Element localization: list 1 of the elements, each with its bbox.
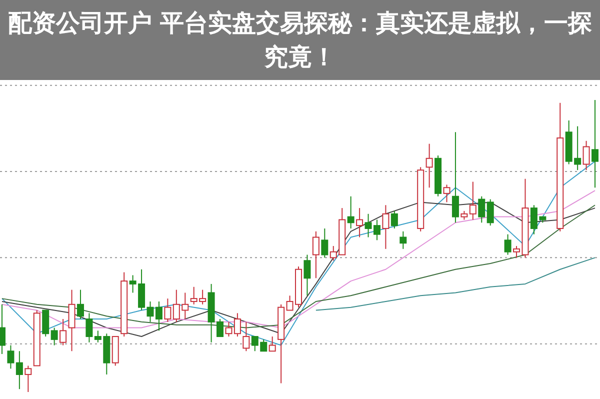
chart-title: 配资公司开户 平台实盘交易探秘：真实还是虚拟，一探究竟！ — [6, 8, 594, 73]
